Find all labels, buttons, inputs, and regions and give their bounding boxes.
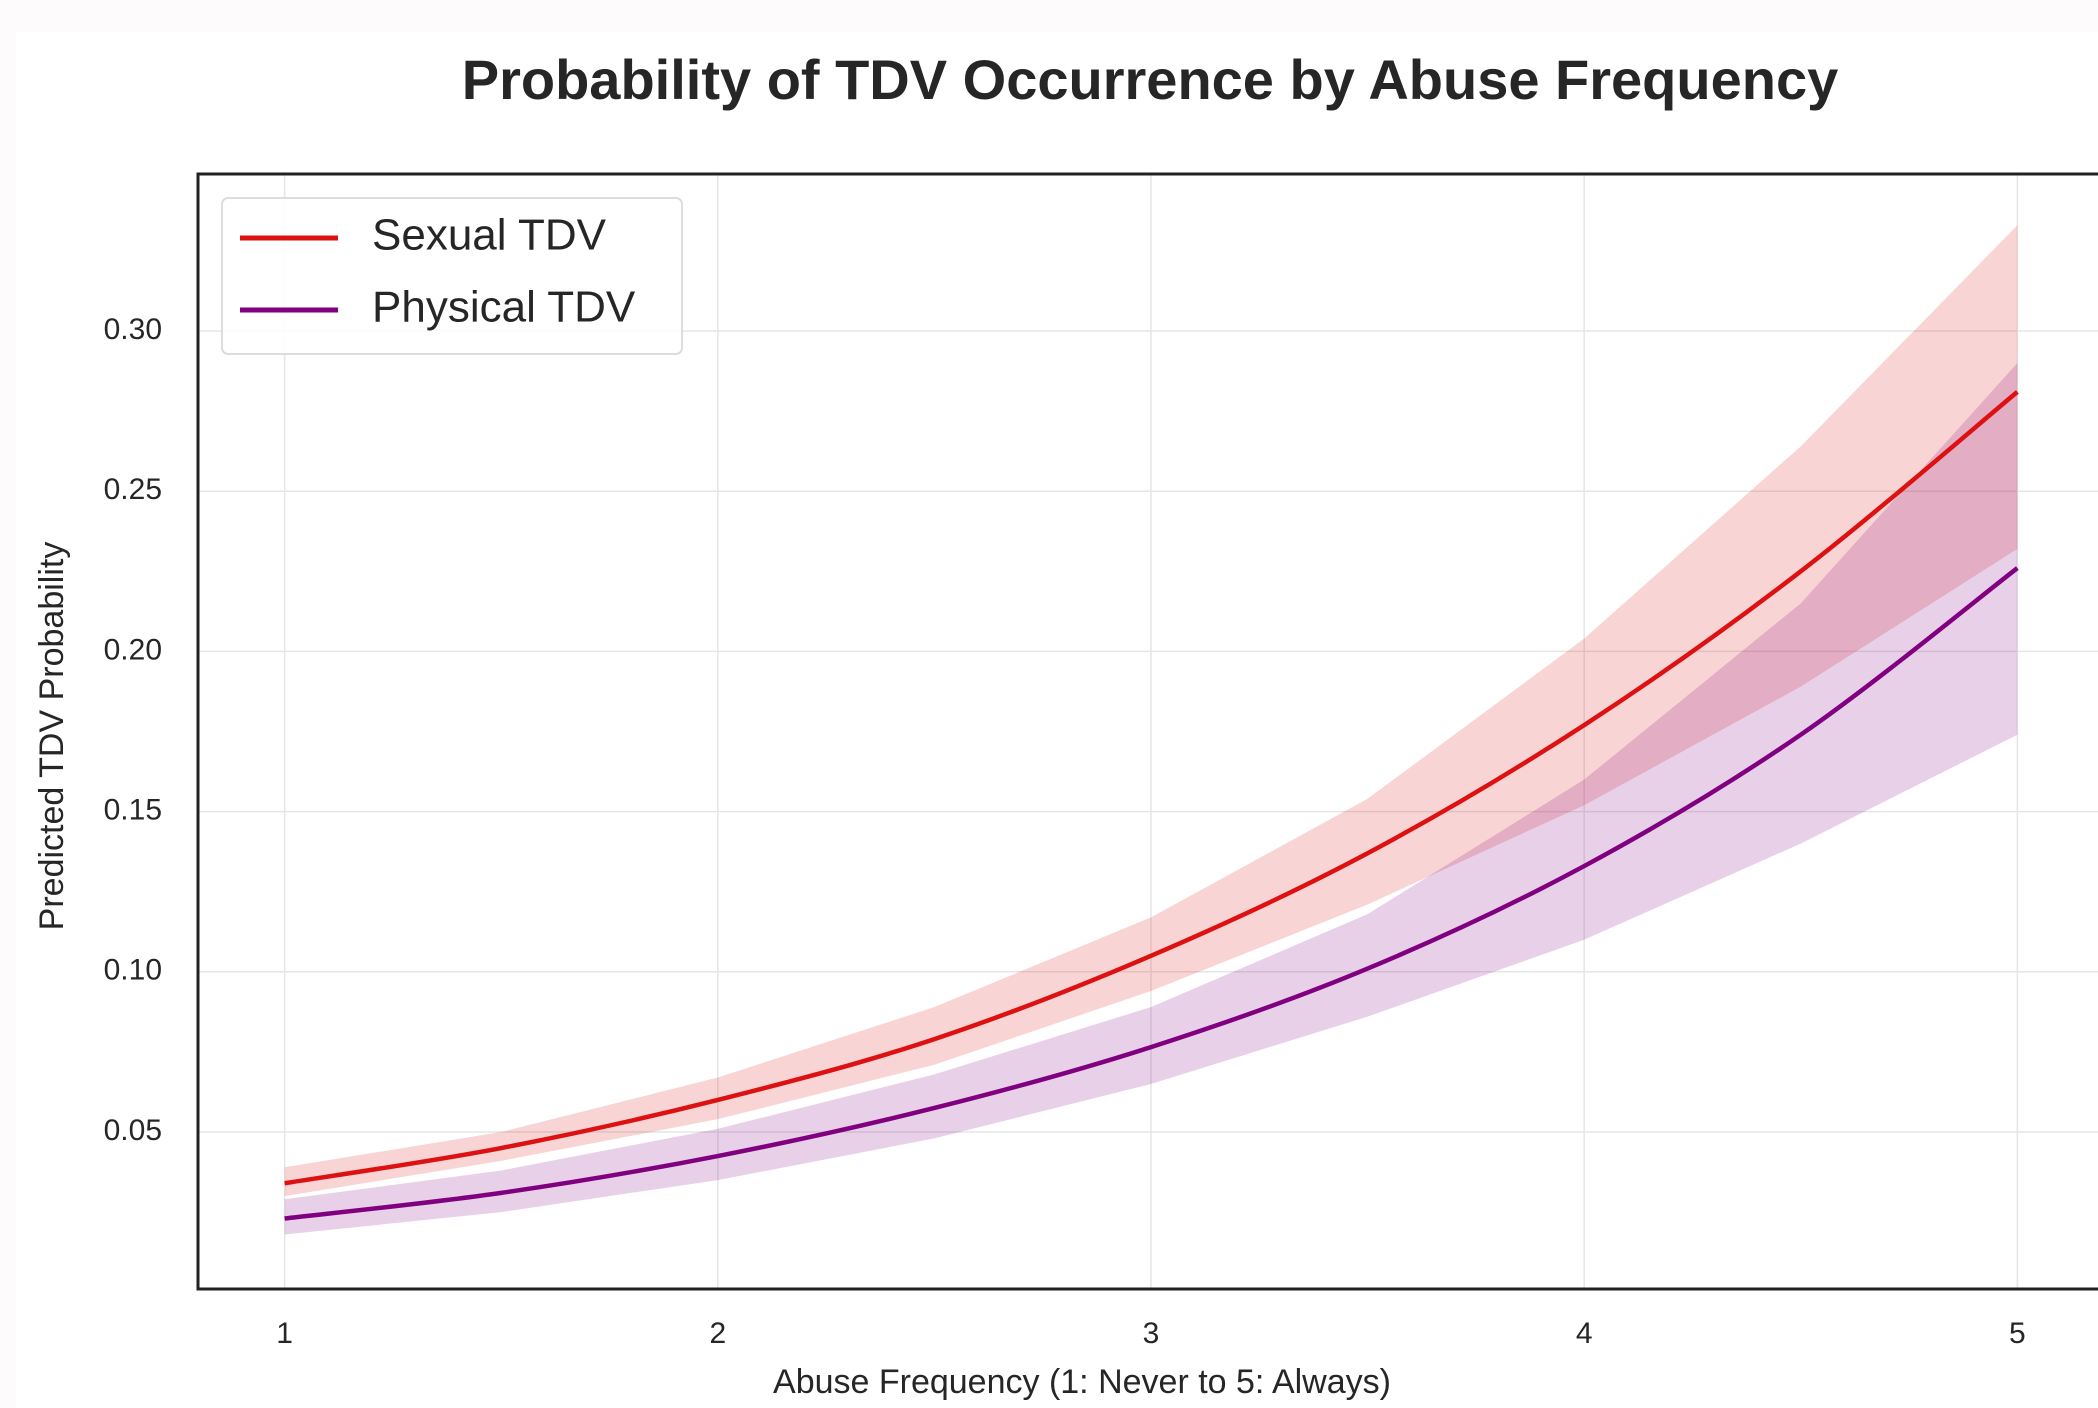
line [284, 566, 2019, 1221]
legend-label: Physical TDV [372, 283, 636, 332]
x-tick-label: 1 [276, 1317, 293, 1350]
plot-frame [196, 172, 2098, 1291]
y-tick-label: 0.10 [104, 954, 162, 987]
y-tick-label: 0.20 [104, 633, 162, 666]
line [284, 390, 2019, 1186]
x-tick-label: 3 [1143, 1317, 1160, 1350]
x-tick-label: 2 [709, 1317, 726, 1350]
confidence-band [284, 363, 2018, 1235]
chart-title: Probability of TDV Occurrence by Abuse F… [462, 48, 1838, 111]
x-axis-label: Abuse Frequency (1: Never to 5: Always) [773, 1363, 1391, 1401]
confidence-band [284, 225, 2018, 1197]
y-axis-label: Predicted TDV Probability [33, 542, 71, 931]
y-tick-label: 0.30 [104, 313, 162, 346]
y-tick-label: 0.15 [104, 794, 162, 827]
x-tick-label: 5 [2009, 1317, 2026, 1350]
y-tick-label: 0.05 [104, 1114, 162, 1147]
y-tick-label: 0.25 [104, 473, 162, 506]
x-tick-label: 4 [1576, 1317, 1593, 1350]
legend-label: Sexual TDV [372, 211, 607, 260]
